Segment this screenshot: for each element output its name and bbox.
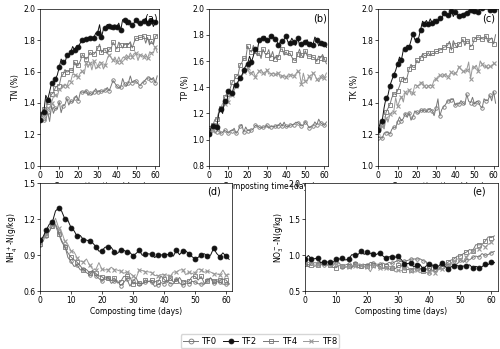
X-axis label: Composting time (days): Composting time (days)	[356, 307, 448, 316]
X-axis label: Composting time (days): Composting time (days)	[90, 307, 182, 316]
X-axis label: Composting time (days): Composting time (days)	[54, 182, 146, 191]
Legend: TF0, TF2, TF4, TF8: TF0, TF2, TF4, TF8	[180, 334, 340, 348]
Text: (b): (b)	[313, 14, 326, 23]
X-axis label: Composting time (days): Composting time (days)	[222, 182, 315, 191]
Y-axis label: TN (%): TN (%)	[12, 74, 20, 100]
Text: (c): (c)	[482, 14, 495, 23]
Text: (a): (a)	[144, 14, 158, 23]
Y-axis label: TP (%): TP (%)	[180, 75, 190, 99]
X-axis label: Composting time (days): Composting time (days)	[392, 182, 484, 191]
Text: (d): (d)	[207, 186, 221, 196]
Y-axis label: NH$_4^+$-N(g/kg): NH$_4^+$-N(g/kg)	[6, 212, 20, 262]
Y-axis label: NO$_3^-$-N(g/kg): NO$_3^-$-N(g/kg)	[272, 212, 285, 263]
Y-axis label: TK (%): TK (%)	[350, 75, 358, 100]
Text: (e): (e)	[472, 186, 486, 196]
